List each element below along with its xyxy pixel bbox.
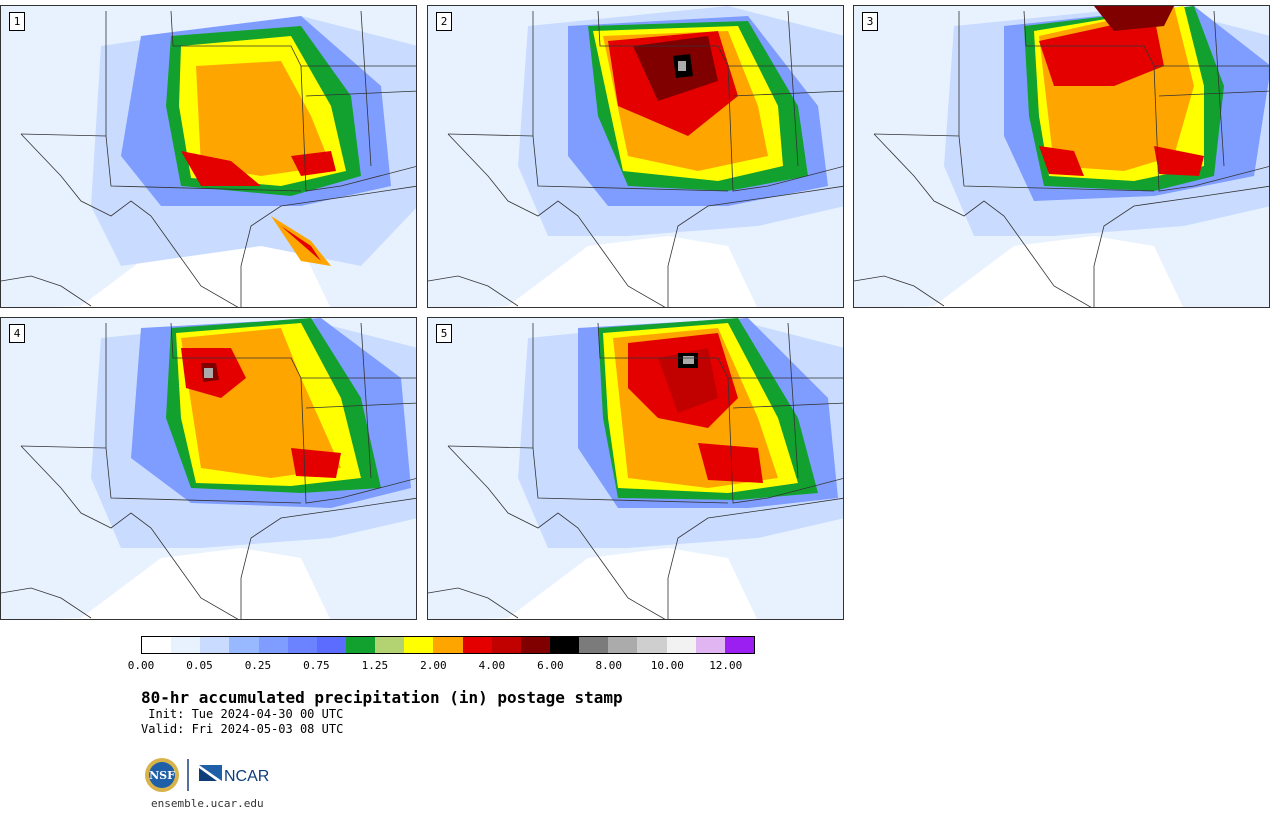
- colorbar-tick-label: 1.25: [361, 659, 389, 672]
- website-url: ensemble.ucar.edu: [151, 797, 264, 810]
- nsf-ncar-logo: NSF NCAR: [145, 758, 269, 792]
- colorbar-swatch: [520, 637, 550, 653]
- colorbar-tick-label: 6.00: [537, 659, 564, 672]
- colorbar-tick-label: 0.75: [303, 659, 330, 672]
- colorbar-tick-label: 2.00: [420, 659, 447, 672]
- colorbar-swatch: [287, 637, 317, 653]
- colorbar-tick-label: 0.25: [244, 659, 272, 672]
- panel-number: 3: [862, 12, 878, 31]
- postage-stamp-panel-2: 2: [427, 5, 844, 308]
- colorbar-swatch: [345, 637, 376, 653]
- colorbar-swatch: [142, 637, 172, 653]
- ncar-logo-text: NCAR: [224, 768, 269, 785]
- colorbar-swatch: [171, 637, 201, 653]
- panel-number: 1: [9, 12, 25, 31]
- colorbar-swatch: [433, 637, 463, 653]
- panel-number: 5: [436, 324, 452, 343]
- colorbar-swatch: [404, 637, 434, 653]
- postage-stamp-panel-5: 5: [427, 317, 844, 620]
- colorbar-swatch: [258, 637, 288, 653]
- colorbar-tick-label: 8.00: [595, 659, 623, 672]
- colorbar-swatch: [491, 637, 521, 653]
- colorbar-swatch: [637, 637, 667, 653]
- valid-time: Valid: Fri 2024-05-03 08 UTC: [141, 722, 344, 736]
- colorbar-swatch: [666, 637, 696, 653]
- colorbar-swatch: [695, 637, 725, 653]
- colorbar-tick-label: 10.00: [650, 659, 684, 672]
- precip-map-5: [428, 318, 843, 619]
- colorbar-swatch: [229, 637, 259, 653]
- colorbar-tick-label: 12.00: [709, 659, 743, 672]
- postage-stamp-panel-4: 4: [0, 317, 417, 620]
- colorbar-swatch: [608, 637, 638, 653]
- colorbar-swatch: [724, 637, 754, 653]
- logos: NSF NCAR: [144, 756, 274, 794]
- colorbar-swatch: [462, 637, 492, 653]
- postage-stamp-panel-3: 3: [853, 5, 1270, 308]
- precip-map-3: [854, 6, 1269, 307]
- colorbar-tick-label: 4.00: [478, 659, 506, 672]
- precip-map-2: [428, 6, 843, 307]
- nsf-logo-text: NSF: [149, 769, 175, 782]
- colorbar-swatch: [316, 637, 346, 653]
- colorbar-swatch: [549, 637, 580, 653]
- colorbar-swatch: [375, 637, 405, 653]
- panel-number: 4: [9, 324, 25, 343]
- colorbar-swatch: [579, 637, 609, 653]
- colorbar-tick-label: 0.05: [186, 659, 213, 672]
- panel-number: 2: [436, 12, 452, 31]
- precip-map-1: [1, 6, 416, 307]
- colorbar-swatch: [200, 637, 230, 653]
- colorbar-tick-label: 0.00: [127, 659, 155, 672]
- init-time: Init: Tue 2024-04-30 00 UTC: [141, 707, 344, 721]
- precip-colorbar: [141, 636, 755, 654]
- postage-stamp-panel-1: 1: [0, 5, 417, 308]
- chart-title: 80-hr accumulated precipitation (in) pos…: [141, 688, 623, 707]
- precip-map-4: [1, 318, 416, 619]
